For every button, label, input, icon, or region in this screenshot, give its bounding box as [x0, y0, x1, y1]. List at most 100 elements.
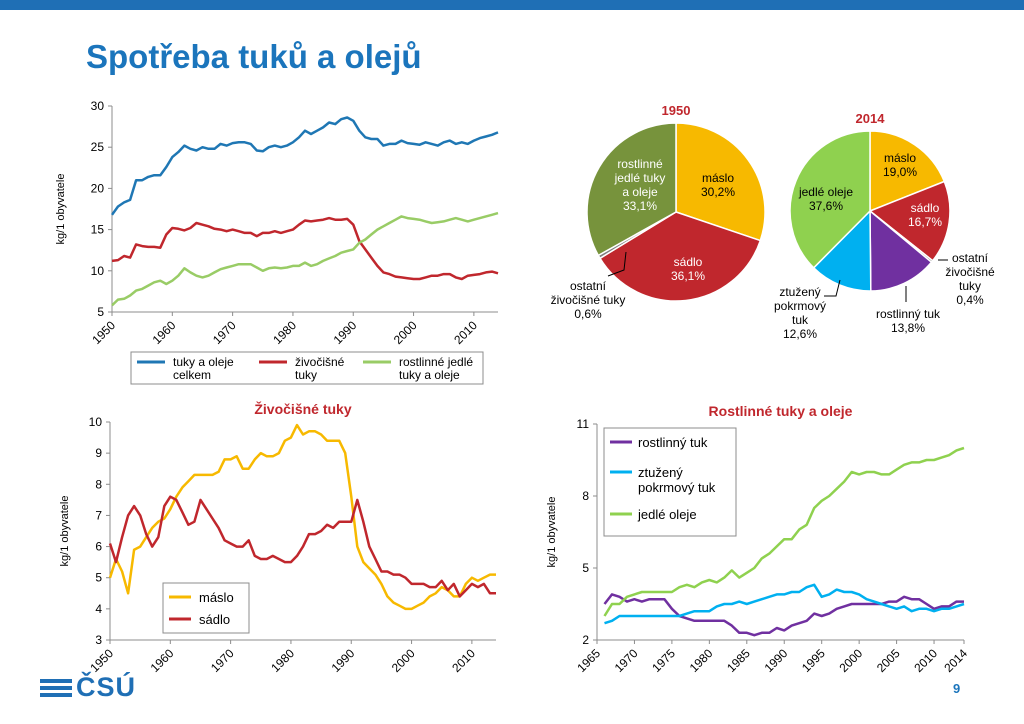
page-title: Spotřeba tuků a olejů — [86, 38, 422, 75]
pie1950-slice-label-1: 36,1% — [671, 269, 705, 283]
animal-legend-box — [162, 582, 250, 634]
plant-x-tick-label: 1980 — [687, 646, 716, 675]
animal-y-tick-label: 6 — [95, 540, 102, 554]
plant-y-axis-label: kg/1 obyvatele — [546, 497, 558, 568]
page-number: 9 — [953, 681, 961, 696]
pie2014-slice-3 — [869, 209, 933, 292]
pie1950-slice-label-0: máslo — [702, 171, 734, 185]
pie2014-leader-line-4 — [824, 279, 841, 297]
totals-legend-label: celkem — [173, 368, 211, 382]
totals-y-tick-label: 5 — [97, 305, 104, 319]
pie2014-slice-label-1: sádlo — [911, 201, 940, 215]
totals-legend-label: tuky — [295, 368, 317, 382]
animal-x-tick-label: 2010 — [449, 646, 478, 675]
animal-y-tick-label: 7 — [95, 508, 102, 522]
plant-y-tick-label: 11 — [577, 417, 590, 431]
plant-legend-label: ztužený — [638, 465, 683, 480]
plant-series-line-1 — [604, 583, 965, 625]
animal-y-tick-label: 4 — [95, 602, 102, 616]
animal-x-tick-label: 1980 — [268, 646, 297, 675]
pie2014-slice-label-5: 37,6% — [809, 199, 843, 213]
plant-series-line-2 — [603, 446, 965, 617]
pie2014-slice-label-5: jedlé oleje — [798, 185, 853, 199]
animal-x-tick-label: 1950 — [87, 646, 116, 675]
totals-series-line-0 — [110, 116, 499, 216]
plant-y-tick-label: 8 — [582, 489, 589, 503]
totals-x-tick-label: 1980 — [270, 318, 299, 347]
plant-series-line-0 — [603, 593, 964, 637]
totals-legend-label: živočišné — [295, 355, 345, 369]
plant-x-tick-label: 1975 — [649, 646, 678, 675]
animal-y-tick-label: 3 — [95, 633, 102, 647]
pie1950-slice-label-3: rostlinné — [617, 157, 663, 171]
top-accent-bar — [0, 0, 1024, 10]
pie2014-slice-label-3: 13,8% — [891, 321, 925, 335]
pie1950-slice-label-2: živočišné tuky — [551, 293, 626, 307]
pie2014-slice-label-0: 19,0% — [883, 165, 917, 179]
pie1950-slice-label-0: 30,2% — [701, 185, 735, 199]
pie1950-slice-label-2: ostatní — [570, 279, 607, 293]
pie1950-slice-label-3: a oleje — [622, 185, 658, 199]
pie2014-slice-label-4: tuk — [792, 313, 809, 327]
plant-y-tick-label: 5 — [582, 561, 589, 575]
plant-x-tick-label: 2014 — [941, 646, 970, 675]
totals-series-line-1 — [111, 216, 499, 281]
csu-logo: ČSÚ — [76, 672, 137, 702]
animal-series-line-0 — [108, 423, 496, 611]
animal-series-line-1 — [108, 495, 496, 598]
animal-legend-label: sádlo — [199, 612, 230, 627]
totals-legend-box — [130, 351, 484, 385]
animal-y-axis-label: kg/1 obyvatele — [59, 496, 71, 567]
pie2014-slice-1 — [868, 180, 951, 262]
pie1950-slice-label-1: sádlo — [674, 255, 703, 269]
pie2014-slice-0 — [869, 130, 946, 213]
pie2014-slice-5 — [789, 130, 871, 269]
totals-series-line-2 — [111, 211, 499, 307]
plant-x-tick-label: 2000 — [836, 646, 865, 675]
pie2014-slice-label-0: máslo — [884, 151, 916, 165]
animal-legend-label: máslo — [199, 590, 234, 605]
pie2014-slice-label-2: živočišné — [945, 265, 995, 279]
totals-x-tick-label: 1970 — [210, 318, 239, 347]
plant-x-tick-label: 2010 — [911, 646, 940, 675]
totals-y-tick-label: 20 — [91, 181, 105, 195]
logo-bars-icon — [40, 679, 72, 699]
pie2014-slice-label-2: ostatní — [952, 251, 989, 265]
animal-x-tick-label: 1990 — [329, 646, 358, 675]
pie2014-slice-label-4: pokrmový — [774, 299, 826, 313]
animal-x-tick-label: 2000 — [389, 646, 418, 675]
animal-x-tick-label: 1970 — [208, 646, 237, 675]
plant-x-tick-label: 1990 — [762, 646, 791, 675]
plant-y-tick-label: 2 — [582, 633, 589, 647]
plant-legend-label: rostlinný tuk — [638, 435, 708, 450]
pie2014-slice-label-4: ztužený — [779, 285, 820, 299]
plant-x-tick-label: 1995 — [799, 646, 828, 675]
totals-legend-label: rostlinné jedlé — [399, 355, 473, 369]
plant-x-tick-label: 1970 — [612, 646, 641, 675]
animal-y-tick-label: 9 — [95, 446, 102, 460]
pie2014-slice-label-1: 16,7% — [908, 215, 942, 229]
animal-chart-title: Živočišné tuky — [254, 400, 351, 417]
pie1950-slice-label-3: jedlé tuky — [614, 171, 666, 185]
totals-x-tick-label: 1990 — [331, 318, 360, 347]
totals-x-tick-label: 1950 — [89, 318, 118, 347]
animal-y-tick-label: 8 — [95, 477, 102, 491]
plant-legend-box — [603, 427, 737, 537]
totals-y-tick-label: 10 — [91, 264, 105, 278]
pie1950-slice-label-3: 33,1% — [623, 199, 657, 213]
pie1950-title: 1950 — [662, 103, 691, 118]
totals-x-tick-label: 2000 — [391, 318, 420, 347]
plant-legend-label: pokrmový tuk — [638, 480, 716, 495]
pie2014-title: 2014 — [856, 111, 886, 126]
pie1950-slice-label-2: 0,6% — [574, 307, 602, 321]
totals-legend-label: tuky a oleje — [173, 355, 234, 369]
pie2014-slice-label-2: 0,4% — [956, 293, 984, 307]
totals-x-tick-label: 1960 — [150, 318, 179, 347]
animal-y-tick-label: 5 — [95, 571, 102, 585]
animal-x-tick-label: 1960 — [148, 646, 177, 675]
animal-y-tick-label: 10 — [89, 415, 103, 429]
pie1950-leader-line-2 — [607, 251, 627, 277]
pie2014-slice-label-4: 12,6% — [783, 327, 817, 341]
pie2014-slice-label-3: rostlinný tuk — [876, 307, 941, 321]
